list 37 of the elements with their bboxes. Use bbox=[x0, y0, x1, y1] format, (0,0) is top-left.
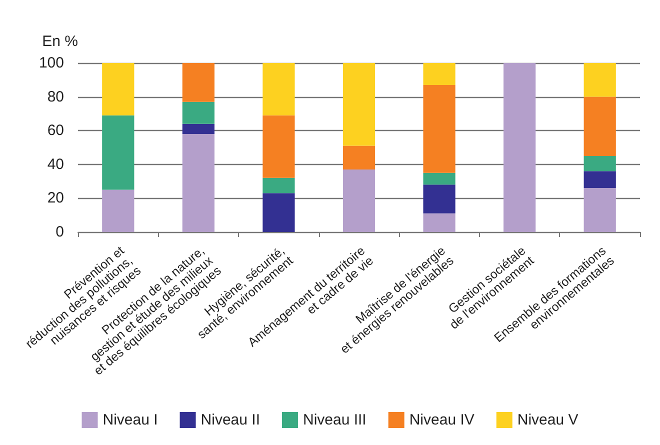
y-axis-title: En % bbox=[42, 33, 78, 50]
legend-label: Niveau II bbox=[200, 412, 260, 428]
bar bbox=[423, 172, 456, 185]
y-tick-label: 20 bbox=[47, 190, 64, 207]
bar bbox=[423, 184, 456, 214]
legend-label: Niveau I bbox=[102, 412, 158, 428]
legend-label: Niveau V bbox=[517, 412, 578, 428]
bar bbox=[102, 115, 134, 190]
bar bbox=[262, 115, 295, 178]
y-tick-label: 40 bbox=[47, 156, 64, 173]
bar bbox=[182, 134, 214, 232]
bar bbox=[423, 63, 456, 85]
bar bbox=[342, 146, 376, 170]
bar bbox=[342, 63, 376, 146]
bar bbox=[584, 188, 616, 232]
bar bbox=[262, 193, 295, 232]
bar bbox=[423, 213, 456, 232]
legend-label: Niveau IV bbox=[409, 412, 474, 428]
bar bbox=[262, 178, 295, 194]
bar bbox=[584, 96, 616, 156]
bar bbox=[102, 63, 134, 116]
y-tick-label: 60 bbox=[47, 122, 64, 140]
y-tick-label: 0 bbox=[56, 224, 64, 240]
y-tick-label: 80 bbox=[47, 88, 64, 106]
legend-label: Niveau III bbox=[302, 412, 366, 428]
bar bbox=[342, 169, 376, 232]
bar bbox=[584, 63, 616, 97]
bar bbox=[262, 63, 295, 116]
y-tick-label: 100 bbox=[38, 54, 64, 72]
bar bbox=[182, 102, 214, 124]
bar bbox=[584, 171, 616, 188]
bar bbox=[102, 190, 134, 232]
bar bbox=[584, 156, 616, 172]
bar bbox=[504, 63, 536, 232]
bar bbox=[423, 84, 456, 173]
bar bbox=[182, 124, 214, 134]
bar bbox=[182, 63, 214, 102]
